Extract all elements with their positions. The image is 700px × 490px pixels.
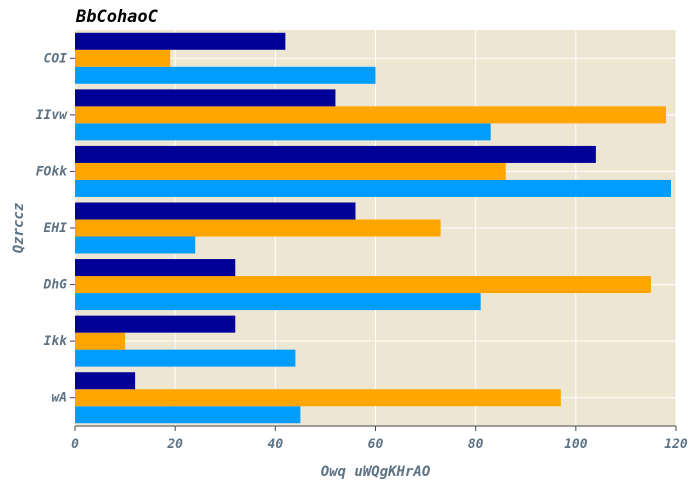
- y-tick-label: Ikk: [44, 334, 69, 349]
- bar: [75, 179, 671, 197]
- bar: [75, 236, 196, 254]
- x-tick-label: 0: [71, 437, 79, 452]
- bar: [75, 202, 356, 220]
- bar: [75, 276, 651, 294]
- bar: [75, 406, 301, 424]
- x-axis-label: Owq uWQgKHrAO: [321, 464, 431, 480]
- bar: [75, 293, 481, 311]
- bar: [75, 123, 491, 141]
- bar: [75, 315, 236, 333]
- y-tick-label: FOkk: [36, 164, 68, 179]
- bar: [75, 389, 561, 407]
- bar: [75, 219, 441, 237]
- bar: [75, 372, 136, 390]
- x-tick-label: 100: [564, 437, 588, 452]
- bar: [75, 145, 596, 163]
- bar: [75, 49, 171, 67]
- x-tick-label: 20: [166, 437, 183, 452]
- x-tick-label: 40: [268, 437, 284, 452]
- y-axis-ticks: wA Ikk DhG EHI FOkk IIvw COI: [36, 51, 75, 406]
- chart-title: BbCohaoC: [75, 7, 159, 27]
- y-tick-label: IIvw: [36, 108, 68, 123]
- bar: [75, 106, 666, 124]
- bars: [75, 32, 671, 424]
- y-tick-label: DhG: [43, 278, 68, 293]
- bar: [75, 32, 286, 50]
- bar: [75, 162, 506, 180]
- x-tick-label: 60: [368, 437, 384, 452]
- bar: [75, 349, 296, 367]
- bar: [75, 66, 376, 84]
- x-axis-ticks: 0 20 40 60 80 100 120: [71, 426, 688, 452]
- y-axis-label: Qzrccz: [11, 202, 27, 253]
- y-tick-label: COI: [44, 51, 68, 66]
- bar: [75, 259, 236, 277]
- bar: [75, 332, 126, 350]
- y-tick-label: wA: [51, 391, 67, 406]
- x-tick-label: 80: [468, 437, 484, 452]
- x-tick-label: 120: [664, 437, 688, 452]
- y-tick-label: EHI: [44, 221, 68, 236]
- bar: [75, 89, 336, 107]
